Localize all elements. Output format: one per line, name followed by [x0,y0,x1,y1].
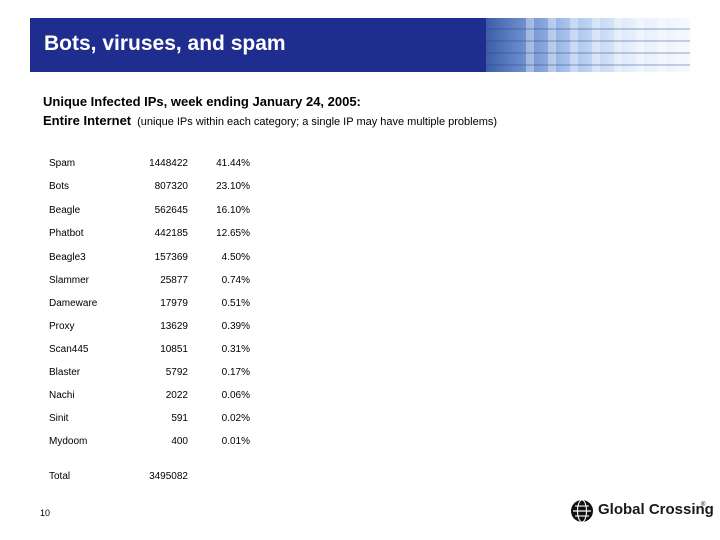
table-row: Beagle 562645 16.10% [0,205,720,221]
row-percent: 0.74% [221,275,250,286]
title-banner: Bots, viruses, and spam [30,18,488,72]
row-count: 5792 [165,367,188,378]
sub-heading-note: (unique IPs within each category; a sing… [137,116,498,128]
table-row: Blaster 5792 0.17% [0,367,720,383]
table-row: Bots 807320 23.10% [0,181,720,197]
registered-mark: ® [701,502,706,508]
row-percent: 23.10% [216,181,250,192]
row-percent: 12.65% [216,228,250,239]
row-name: Proxy [49,321,75,332]
total-value: 3495082 [149,471,188,482]
section-heading: Unique Infected IPs, week ending January… [43,94,361,109]
total-row: Total 3495082 [0,471,720,487]
row-name: Bots [49,181,70,192]
row-name: Slammer [49,275,90,286]
row-count: 442185 [154,228,188,239]
banner-photo [486,18,690,72]
row-percent: 0.01% [221,436,250,447]
row-percent: 0.06% [221,390,250,401]
row-name: Scan445 [49,344,89,355]
table-row: Nachi 2022 0.06% [0,390,720,406]
row-percent: 4.50% [221,252,250,263]
table-row: Dameware 17979 0.51% [0,298,720,314]
row-percent: 0.51% [221,298,250,309]
row-percent: 16.10% [216,205,250,216]
row-percent: 0.31% [221,344,250,355]
row-count: 25877 [160,275,188,286]
row-name: Nachi [49,390,75,401]
table-row: Slammer 25877 0.74% [0,275,720,291]
sub-heading: Entire Internet (unique IPs within each c… [43,112,497,130]
row-percent: 0.17% [221,367,250,378]
row-count: 2022 [165,390,188,401]
total-label: Total [49,471,71,482]
table-row: Proxy 13629 0.39% [0,321,720,337]
row-name: Spam [49,158,76,169]
row-count: 17979 [160,298,188,309]
table-row: Beagle3 157369 4.50% [0,252,720,268]
row-count: 1448422 [149,158,188,169]
row-name: Beagle3 [49,252,86,263]
row-percent: 0.02% [221,413,250,424]
row-name: Beagle [49,205,81,216]
globe-icon [571,499,593,523]
row-percent: 0.39% [221,321,250,332]
row-count: 562645 [154,205,188,216]
row-count: 591 [171,413,188,424]
global-crossing-logo: Global Crossing ® [570,498,714,524]
slide-title: Bots, viruses, and spam [44,32,286,55]
row-name: Mydoom [49,436,88,447]
logo-text: Global Crossing [598,501,714,518]
table-row: Sinit 591 0.02% [0,413,720,429]
row-name: Dameware [49,298,98,309]
row-count: 10851 [160,344,188,355]
sub-heading-bold: Entire Internet [43,113,132,128]
row-count: 13629 [160,321,188,332]
table-row: Scan445 10851 0.31% [0,344,720,360]
slide-number: 10 [40,508,51,518]
row-count: 157369 [154,252,188,263]
row-name: Sinit [49,413,69,424]
row-count: 807320 [154,181,188,192]
table-row: Phatbot 442185 12.65% [0,228,720,244]
table-row: Spam 1448422 41.44% [0,158,720,174]
row-name: Blaster [49,367,81,378]
row-percent: 41.44% [216,158,250,169]
row-count: 400 [171,436,188,447]
table-row: Mydoom 400 0.01% [0,436,720,452]
row-name: Phatbot [49,228,84,239]
